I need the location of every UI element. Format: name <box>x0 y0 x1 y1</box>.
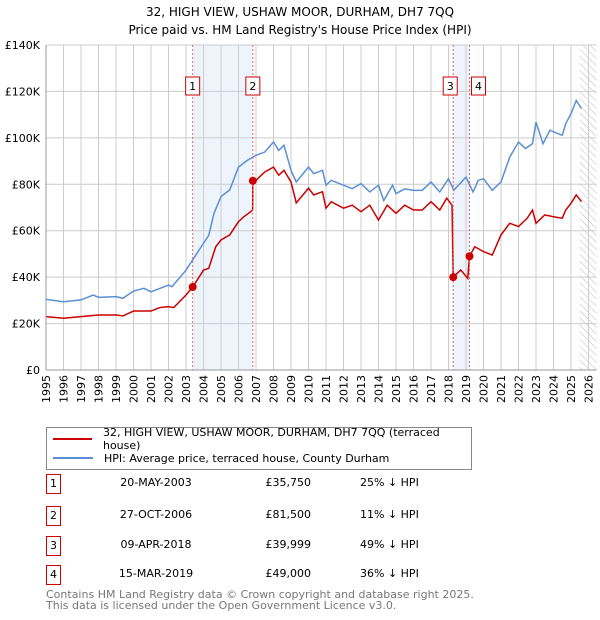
footer-copyright: Contains HM Land Registry data © Crown c… <box>46 588 474 601</box>
y-tick-label: £40K <box>12 271 41 284</box>
sale-point <box>248 176 257 185</box>
price-chart: 32, HIGH VIEW, USHAW MOOR, DURHAM, DH7 7… <box>5 5 597 403</box>
x-tick-label: 2004 <box>198 375 211 403</box>
x-tick-label: 2011 <box>320 375 333 403</box>
x-tick-label: 2022 <box>513 375 526 403</box>
sale-row: 4 15-MAR-2019 £49,000 36% ↓ HPI <box>46 565 446 585</box>
sale-date: 20-MAY-2003 <box>120 476 192 489</box>
x-tick-label: 1999 <box>110 375 123 403</box>
x-tick-label: 2006 <box>233 375 246 403</box>
sale-row: 3 09-APR-2018 £39,999 49% ↓ HPI <box>46 536 446 556</box>
y-tick-label: £20K <box>12 318 41 331</box>
footer: Contains HM Land Registry data © Crown c… <box>46 589 474 611</box>
sale-date: 09-APR-2018 <box>120 538 192 551</box>
sale-marker-label: 4 <box>475 80 482 93</box>
x-tick-label: 2000 <box>128 375 141 403</box>
sale-price: £39,999 <box>265 538 312 551</box>
property-price-line <box>45 166 583 319</box>
sale-number-badge: 3 <box>46 536 61 556</box>
sale-number-badge: 4 <box>46 565 61 585</box>
sale-point <box>449 273 458 282</box>
sale-hpi-diff: 11% ↓ HPI <box>360 508 419 521</box>
sale-hpi-diff: 36% ↓ HPI <box>360 567 419 580</box>
sale-date: 27-OCT-2006 <box>119 508 193 521</box>
sale-marker-box <box>471 76 486 96</box>
sale-hpi-diff: 49% ↓ HPI <box>360 538 419 551</box>
x-tick-label: 2005 <box>215 375 228 403</box>
x-tick-label: 2008 <box>268 375 281 403</box>
sale-price: £35,750 <box>265 476 312 489</box>
legend-swatch-blue <box>53 457 93 459</box>
sale-band-1-2 <box>192 45 253 370</box>
x-tick-label: 2012 <box>338 375 351 403</box>
sale-price: £49,000 <box>265 567 312 580</box>
x-tick-label: 2014 <box>373 375 386 403</box>
x-tick-label: 1996 <box>58 375 71 403</box>
x-tick-label: 2013 <box>355 375 368 403</box>
sale-row: 2 27-OCT-2006 £81,500 11% ↓ HPI <box>46 506 446 526</box>
x-tick-label: 2015 <box>390 375 403 403</box>
x-tick-label: 2018 <box>443 375 456 403</box>
x-tick-label: 2021 <box>495 375 508 403</box>
sale-row: 1 20-MAY-2003 £35,750 25% ↓ HPI <box>46 474 446 494</box>
footer-licence: This data is licensed under the Open Gov… <box>46 599 397 612</box>
x-tick-label: 2010 <box>303 375 316 403</box>
sale-marker-box <box>185 76 201 96</box>
legend-item-property: 32, HIGH VIEW, USHAW MOOR, DURHAM, DH7 7… <box>53 426 471 452</box>
sale-date: 15-MAR-2019 <box>118 567 194 580</box>
x-tick-label: 2016 <box>408 375 421 403</box>
x-tick-label: 2024 <box>548 375 561 403</box>
y-tick-label: £100K <box>5 132 41 145</box>
sale-point <box>465 252 474 261</box>
x-tick-label: 2020 <box>478 375 491 403</box>
x-tick-label: 2001 <box>145 375 158 403</box>
x-tick-label: 2025 <box>565 375 578 403</box>
x-tick-label: 2002 <box>163 375 176 403</box>
sale-hpi-diff: 25% ↓ HPI <box>360 476 419 489</box>
legend-label: 32, HIGH VIEW, USHAW MOOR, DURHAM, DH7 7… <box>102 426 440 452</box>
hpi-line <box>45 98 583 303</box>
x-tick-label: 1997 <box>75 375 88 403</box>
sale-marker-box <box>442 76 458 96</box>
sale-band-3-4 <box>453 45 470 370</box>
y-tick-label: £60K <box>12 225 41 238</box>
chart-legend: 32, HIGH VIEW, USHAW MOOR, DURHAM, DH7 7… <box>46 426 472 470</box>
x-tick-label: 2009 <box>285 375 298 403</box>
y-tick-label: £0 <box>26 364 40 377</box>
x-tick-label: 2019 <box>460 375 473 403</box>
sale-marker-label: 1 <box>189 80 196 93</box>
x-tick-label: 2007 <box>250 375 263 403</box>
chart-subtitle: Price paid vs. HM Land Registry's House … <box>128 23 471 37</box>
x-tick-label: 1998 <box>93 375 106 403</box>
sale-point <box>188 283 197 292</box>
legend-swatch-red <box>53 438 92 440</box>
legend-item-hpi: HPI: Average price, terraced house, Coun… <box>53 450 389 466</box>
x-tick-label: 2026 <box>583 375 596 403</box>
sale-marker-label: 3 <box>447 80 454 93</box>
sale-price: £81,500 <box>265 508 312 521</box>
x-tick-label: 2023 <box>530 375 543 403</box>
sale-number-badge: 2 <box>46 506 61 526</box>
y-tick-label: £140K <box>5 39 41 52</box>
chart-title: 32, HIGH VIEW, USHAW MOOR, DURHAM, DH7 7… <box>146 5 454 19</box>
sale-number-badge: 1 <box>46 474 61 494</box>
sale-marker-label: 2 <box>249 80 256 93</box>
x-tick-label: 1995 <box>40 375 53 403</box>
x-tick-label: 2017 <box>425 375 438 403</box>
x-tick-label: 2003 <box>180 375 193 403</box>
sale-marker-box <box>245 76 261 96</box>
legend-label: HPI: Average price, terraced house, Coun… <box>104 451 390 465</box>
y-tick-label: £80K <box>12 178 41 191</box>
y-tick-label: £120K <box>5 85 41 98</box>
